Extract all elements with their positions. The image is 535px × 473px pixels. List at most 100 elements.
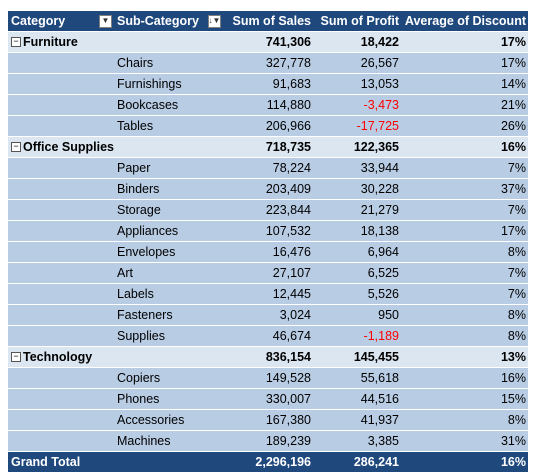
blank-cell (8, 263, 114, 284)
subcategory-row: Copiers 149,528 55,618 16% (8, 368, 528, 389)
blank-cell (8, 158, 114, 179)
subcategory-row: Storage 223,844 21,279 7% (8, 200, 528, 221)
collapse-minus-icon[interactable]: − (11, 37, 21, 47)
subcategory-discount: 8% (401, 305, 528, 326)
blank-cell (8, 305, 114, 326)
subcategory-discount: 14% (401, 74, 528, 95)
blank-cell (8, 200, 114, 221)
discount-header[interactable]: Average of Discount (401, 11, 528, 32)
subcategory-name: Machines (114, 431, 223, 452)
profit-header[interactable]: Sum of Profit (313, 11, 401, 32)
subcategory-profit: 3,385 (313, 431, 401, 452)
blank-cell (8, 116, 114, 137)
subcategory-profit: 30,228 (313, 179, 401, 200)
subcategory-sales: 16,476 (223, 242, 313, 263)
category-name: Furniture (23, 35, 78, 49)
category-cell: − Office Supplies (8, 137, 223, 158)
subcategory-name: Fasteners (114, 305, 223, 326)
blank-cell (8, 410, 114, 431)
subcategory-profit: 26,567 (313, 53, 401, 74)
category-profit: 18,422 (313, 32, 401, 53)
grand-total-label: Grand Total (8, 452, 223, 473)
subcategory-profit: 950 (313, 305, 401, 326)
subcategory-row: Machines 189,239 3,385 31% (8, 431, 528, 452)
subcategory-name: Supplies (114, 326, 223, 347)
subcategory-sales: 330,007 (223, 389, 313, 410)
subcategory-name: Bookcases (114, 95, 223, 116)
subcategory-row: Art 27,107 6,525 7% (8, 263, 528, 284)
subcategory-sales: 203,409 (223, 179, 313, 200)
subcategory-header-label: Sub-Category (117, 14, 199, 28)
subcategory-row: Appliances 107,532 18,138 17% (8, 221, 528, 242)
subcategory-discount: 17% (401, 221, 528, 242)
subcategory-discount: 8% (401, 242, 528, 263)
category-discount: 13% (401, 347, 528, 368)
subcategory-profit: 18,138 (313, 221, 401, 242)
subcategory-discount: 16% (401, 368, 528, 389)
subcategory-sales: 107,532 (223, 221, 313, 242)
category-name: Technology (23, 350, 92, 364)
subcategory-profit: -3,473 (313, 95, 401, 116)
subcategory-row: Accessories 167,380 41,937 8% (8, 410, 528, 431)
subcategory-sales: 78,224 (223, 158, 313, 179)
category-discount: 17% (401, 32, 528, 53)
subcategory-name: Tables (114, 116, 223, 137)
blank-cell (8, 74, 114, 95)
sort-filter-icon[interactable]: ↓▼ (208, 15, 221, 28)
collapse-minus-icon[interactable]: − (11, 352, 21, 362)
subcategory-name: Art (114, 263, 223, 284)
subcategory-name: Paper (114, 158, 223, 179)
subcategory-discount: 17% (401, 53, 528, 74)
subcategory-sales: 27,107 (223, 263, 313, 284)
subcategory-sales: 114,880 (223, 95, 313, 116)
category-row: − Office Supplies 718,735 122,365 16% (8, 137, 528, 158)
dropdown-arrow-icon[interactable]: ▼ (99, 15, 112, 28)
category-header-label: Category (11, 14, 65, 28)
subcategory-row: Furnishings 91,683 13,053 14% (8, 74, 528, 95)
subcategory-row: Supplies 46,674 -1,189 8% (8, 326, 528, 347)
subcategory-sales: 91,683 (223, 74, 313, 95)
grand-total-profit: 286,241 (313, 452, 401, 473)
subcategory-discount: 7% (401, 263, 528, 284)
subcategory-discount: 7% (401, 200, 528, 221)
subcategory-sales: 189,239 (223, 431, 313, 452)
category-sales: 718,735 (223, 137, 313, 158)
subcategory-row: Labels 12,445 5,526 7% (8, 284, 528, 305)
subcategory-discount: 37% (401, 179, 528, 200)
subcategory-sales: 167,380 (223, 410, 313, 431)
subcategory-row: Envelopes 16,476 6,964 8% (8, 242, 528, 263)
pivot-table: Category ▼ Sub-Category ↓▼ Sum of Sales … (8, 11, 528, 473)
subcategory-profit: -17,725 (313, 116, 401, 137)
pivot-body: − Furniture 741,306 18,422 17% Chairs 327,778 2… (8, 32, 528, 452)
grand-total-sales: 2,296,196 (223, 452, 313, 473)
blank-cell (8, 242, 114, 263)
subcategory-name: Phones (114, 389, 223, 410)
subcategory-discount: 21% (401, 95, 528, 116)
subcategory-sales: 3,024 (223, 305, 313, 326)
category-cell: − Technology (8, 347, 223, 368)
category-sales: 836,154 (223, 347, 313, 368)
subcategory-row: Phones 330,007 44,516 15% (8, 389, 528, 410)
subcategory-sales: 223,844 (223, 200, 313, 221)
subcategory-profit: 44,516 (313, 389, 401, 410)
sales-header[interactable]: Sum of Sales (223, 11, 313, 32)
category-profit: 145,455 (313, 347, 401, 368)
category-discount: 16% (401, 137, 528, 158)
subcategory-profit: 55,618 (313, 368, 401, 389)
collapse-minus-icon[interactable]: − (11, 142, 21, 152)
blank-cell (8, 221, 114, 242)
subcategory-discount: 15% (401, 389, 528, 410)
blank-cell (8, 53, 114, 74)
blank-cell (8, 284, 114, 305)
category-name: Office Supplies (23, 140, 114, 154)
subcategory-name: Copiers (114, 368, 223, 389)
grand-total-discount: 16% (401, 452, 528, 473)
subcategory-profit: 41,937 (313, 410, 401, 431)
subcategory-sales: 149,528 (223, 368, 313, 389)
subcategory-name: Chairs (114, 53, 223, 74)
category-row: − Technology 836,154 145,455 13% (8, 347, 528, 368)
subcategory-discount: 7% (401, 284, 528, 305)
subcategory-profit: 5,526 (313, 284, 401, 305)
blank-cell (8, 389, 114, 410)
subcategory-sales: 46,674 (223, 326, 313, 347)
